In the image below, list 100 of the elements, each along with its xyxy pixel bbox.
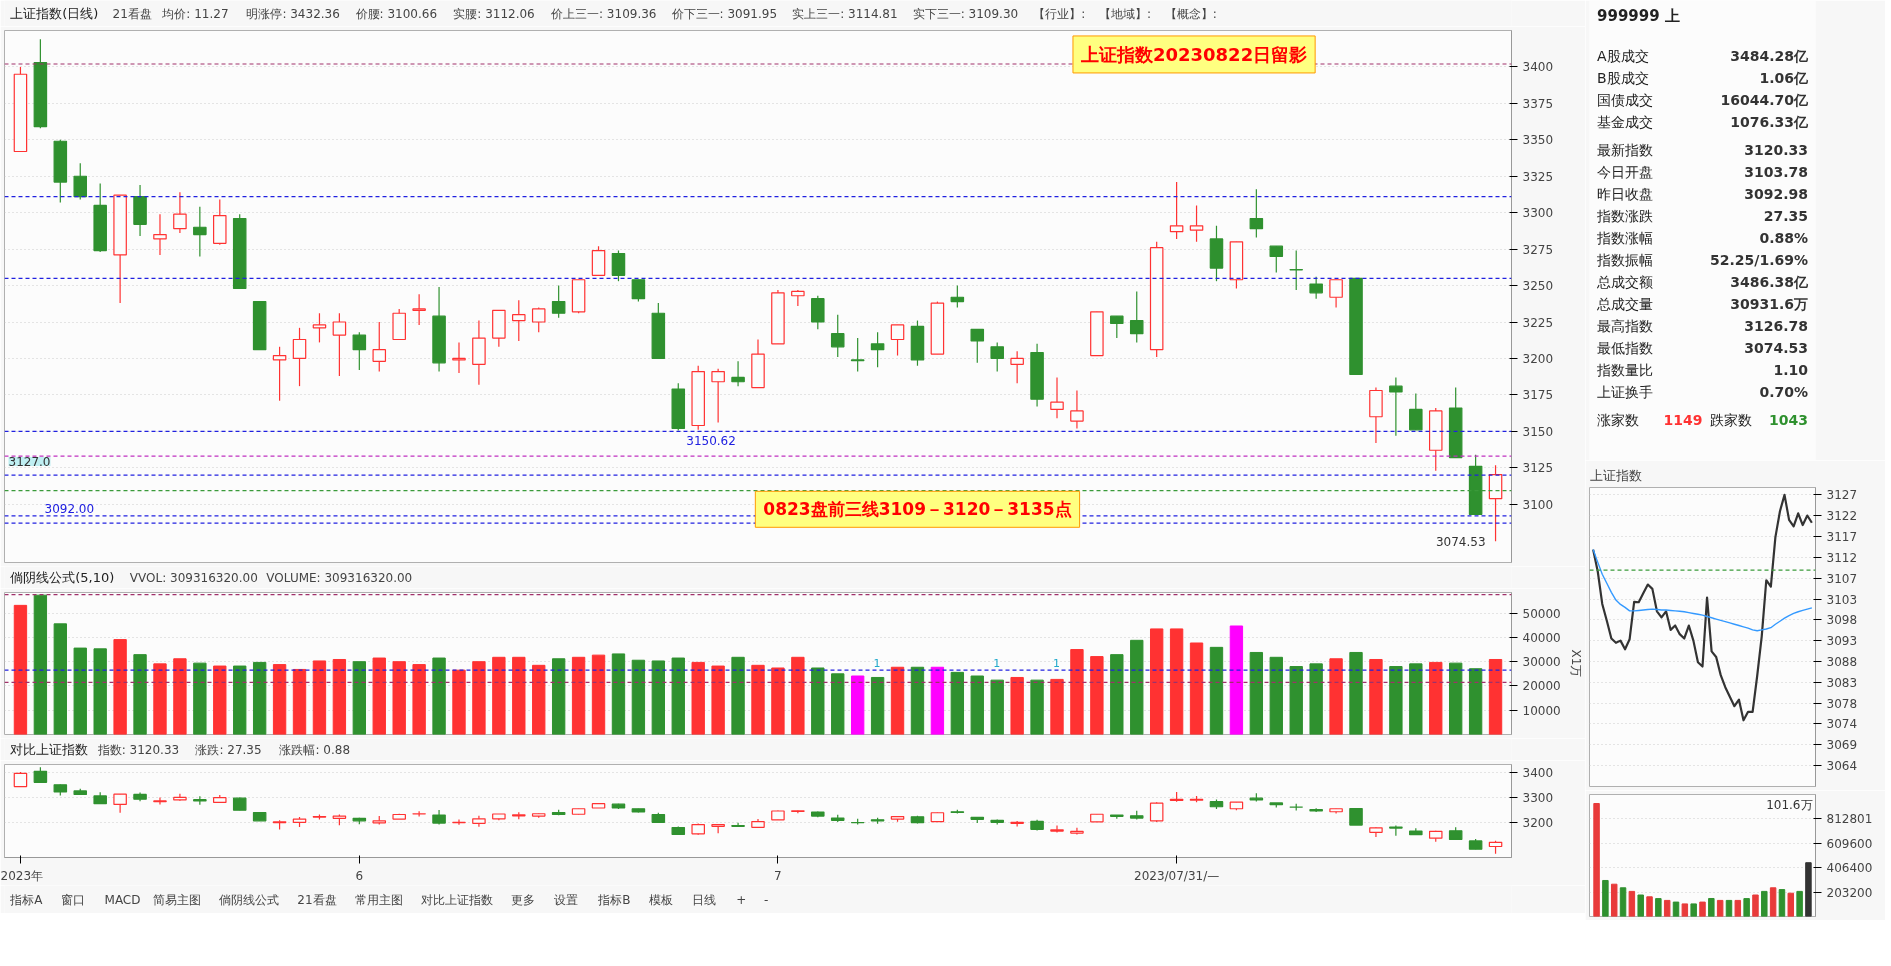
text: 52.25/1.69% xyxy=(1710,251,1808,268)
bar xyxy=(173,658,187,735)
bar xyxy=(372,657,386,735)
candlestick xyxy=(1389,376,1403,437)
candlestick xyxy=(551,284,566,319)
candlestick xyxy=(1050,376,1064,419)
bar xyxy=(731,656,745,735)
candlestick xyxy=(193,795,207,806)
candlestick xyxy=(332,312,347,377)
candlestick xyxy=(153,213,167,256)
bar xyxy=(791,656,805,735)
candlestick xyxy=(830,314,845,358)
bar xyxy=(472,661,486,735)
text: 3074.53 xyxy=(1744,339,1808,356)
text: 国债成交 xyxy=(1597,91,1654,108)
bar xyxy=(1593,803,1600,917)
bar xyxy=(1468,668,1483,735)
text: 价腰: 3100.66 xyxy=(354,6,438,21)
annotation: 3127.0 xyxy=(8,454,51,469)
x-tick-label: 6 xyxy=(355,868,364,883)
bar xyxy=(13,604,28,735)
candlestick xyxy=(272,346,287,402)
candlestick xyxy=(1309,276,1323,300)
text: 今日开盘 xyxy=(1597,163,1654,180)
bar xyxy=(53,623,67,735)
bar xyxy=(711,665,725,735)
text: 0.88% xyxy=(1759,229,1808,246)
bar xyxy=(910,666,925,735)
y-tick-label: 406400 xyxy=(1826,861,1873,876)
y-tick-label: 3098 xyxy=(1826,613,1858,628)
bar xyxy=(1050,678,1064,735)
text: 对比上证指数 xyxy=(421,892,494,907)
bar xyxy=(1787,892,1795,917)
y-tick-label: 30000 xyxy=(1522,655,1561,670)
text: 16044.70亿 xyxy=(1720,91,1809,108)
text: 实上三一: 3114.81 xyxy=(792,6,898,21)
bar xyxy=(93,648,107,735)
text: 最高指数 xyxy=(1597,317,1654,334)
y-tick-label: 3400 xyxy=(1522,60,1554,75)
text: 基金成交 xyxy=(1597,113,1654,130)
bar xyxy=(512,656,526,735)
ref-line-label: 3092.00 xyxy=(44,501,95,516)
text: 日线 xyxy=(692,892,717,907)
text: 30931.6万 xyxy=(1730,295,1808,312)
candlestick xyxy=(1110,315,1124,339)
candlestick xyxy=(890,324,905,357)
bar xyxy=(591,654,606,735)
candlestick xyxy=(153,796,167,806)
y-tick-label: 3064 xyxy=(1826,759,1858,774)
text: 指数涨幅 xyxy=(1596,229,1654,246)
y-tick-label: 3088 xyxy=(1826,655,1858,670)
bar xyxy=(432,657,446,735)
annotation: 3074.53 xyxy=(1435,534,1486,549)
text: 999999 上 xyxy=(1597,6,1680,25)
y-tick-label: 40000 xyxy=(1522,630,1561,645)
bar xyxy=(272,664,287,735)
candlestick xyxy=(611,249,626,282)
bar xyxy=(1130,639,1144,735)
bar xyxy=(890,666,905,735)
bar xyxy=(1409,663,1423,735)
bar xyxy=(492,656,506,735)
candlestick xyxy=(372,321,387,373)
y-tick-label: 3117 xyxy=(1826,530,1858,545)
bar xyxy=(392,661,406,735)
candlestick xyxy=(631,279,646,303)
y-tick-label: 50000 xyxy=(1522,606,1561,621)
text: 简易主图 xyxy=(152,892,201,907)
y-tick-label: 812801 xyxy=(1826,812,1873,827)
y-tick-label: 3350 xyxy=(1522,133,1554,148)
bar xyxy=(332,658,347,735)
bar xyxy=(1796,890,1803,917)
bar xyxy=(1289,666,1303,735)
bar xyxy=(990,679,1004,735)
bar xyxy=(1110,654,1124,735)
x-tick-label: 2023/07/31/— xyxy=(1134,868,1220,883)
text: 1.10 xyxy=(1773,361,1809,378)
bar xyxy=(1249,651,1264,735)
bar xyxy=(1488,658,1503,735)
text: 指标A xyxy=(9,892,44,907)
y-tick-label: 3150 xyxy=(1522,424,1554,439)
text: MACD xyxy=(104,892,141,907)
bar xyxy=(1716,899,1724,917)
text: - xyxy=(763,893,769,907)
candlestick xyxy=(1010,820,1024,828)
candlestick xyxy=(731,360,745,387)
bar xyxy=(213,665,227,735)
annotation: 0823盘前三线3109－3120－3135点 xyxy=(763,499,1072,520)
bar xyxy=(252,661,267,735)
y-tick-label: 3127 xyxy=(1826,488,1858,503)
candlestick xyxy=(531,306,546,333)
y-tick-label: 3275 xyxy=(1522,242,1554,257)
bar xyxy=(1010,676,1024,735)
y-tick-label: 3078 xyxy=(1826,696,1858,711)
text: 3126.78 xyxy=(1744,317,1808,334)
bar xyxy=(631,659,646,735)
text: 总成交额 xyxy=(1596,273,1654,290)
bar xyxy=(1743,898,1750,917)
bar xyxy=(1090,656,1104,735)
candlestick xyxy=(512,299,526,342)
candlestick xyxy=(412,810,426,818)
